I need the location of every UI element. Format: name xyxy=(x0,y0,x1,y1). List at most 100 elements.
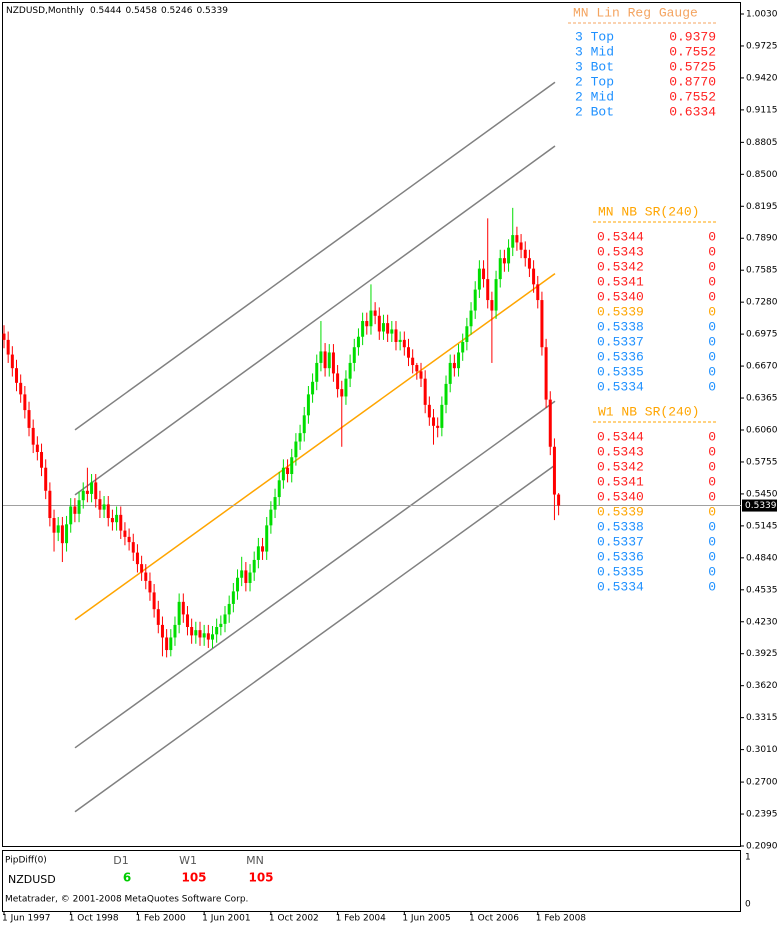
sr-price: 0.5343 xyxy=(597,444,644,459)
candle-body xyxy=(415,365,419,372)
candle-body xyxy=(31,427,35,445)
candle-body xyxy=(406,347,410,358)
candle-body xyxy=(348,362,352,379)
candle-body xyxy=(507,247,511,264)
candle-body xyxy=(331,352,335,374)
candle-body xyxy=(315,362,319,382)
last-open: 0.5444 xyxy=(90,6,122,16)
y-tick-label: 0.9115 xyxy=(746,105,777,115)
subwindow-axis-bottom: 0 xyxy=(745,900,751,910)
x-tick-label: 1 Oct 2006 xyxy=(469,914,519,924)
sr-count: 0 xyxy=(708,534,716,549)
candle-body xyxy=(206,633,210,640)
sr-price: 0.5342 xyxy=(597,259,644,274)
candle-body xyxy=(411,357,415,366)
candle-body xyxy=(131,542,135,553)
sr-count: 0 xyxy=(708,504,716,519)
candle-body xyxy=(423,378,427,405)
candle-body xyxy=(515,235,519,243)
candle-body xyxy=(473,289,477,311)
candle-body xyxy=(319,351,323,363)
candle-body xyxy=(44,467,48,491)
candle-body xyxy=(327,352,331,369)
candle-body xyxy=(494,279,498,311)
y-tick-label: 0.9420 xyxy=(746,73,777,83)
y-tick-label: 0.2395 xyxy=(746,810,777,820)
regression-line xyxy=(74,464,556,813)
candle-body xyxy=(140,564,144,573)
sr-count: 0 xyxy=(708,319,716,334)
candle-body xyxy=(290,457,294,475)
y-tick-label: 0.5755 xyxy=(746,457,777,467)
candle-body xyxy=(536,284,540,301)
candle-body xyxy=(90,482,94,494)
gauge-value: 0.5725 xyxy=(669,59,716,74)
candle-body xyxy=(273,497,277,510)
sr-price: 0.5336 xyxy=(597,549,644,564)
candle-body xyxy=(81,490,85,501)
candle-body xyxy=(294,441,298,458)
sr-price: 0.5341 xyxy=(597,274,644,289)
candle-body xyxy=(73,506,77,514)
candle-body xyxy=(523,249,527,259)
candle-body xyxy=(106,504,110,519)
sr-price: 0.5341 xyxy=(597,474,644,489)
candle-body xyxy=(223,614,227,624)
sr-price: 0.5334 xyxy=(597,579,644,594)
candle-body xyxy=(502,258,506,264)
sr-count: 0 xyxy=(708,244,716,259)
candle-body xyxy=(98,499,102,510)
candle-body xyxy=(102,504,106,510)
candle-body xyxy=(511,235,515,248)
sr-count: 0 xyxy=(708,229,716,244)
sr-count: 0 xyxy=(708,349,716,364)
candle-body xyxy=(352,347,356,363)
candle-body xyxy=(6,339,10,355)
candle-body xyxy=(298,433,302,442)
sr-count: 0 xyxy=(708,549,716,564)
sr-count: 0 xyxy=(708,304,716,319)
pipdiff-value: 105 xyxy=(248,871,273,885)
y-tick-label: 0.8500 xyxy=(746,170,777,180)
sr-count: 0 xyxy=(708,519,716,534)
candle-body xyxy=(35,444,39,453)
candle-body xyxy=(323,351,327,369)
candle-body xyxy=(302,415,306,434)
candle-body xyxy=(15,368,19,383)
candle-body xyxy=(419,371,423,379)
chart-header: NZDUSD,Monthly 0.5444 0.5458 0.5246 0.5339 xyxy=(6,6,228,16)
sr-price: 0.5337 xyxy=(597,534,644,549)
candle-body xyxy=(498,258,502,280)
sr-price: 0.5338 xyxy=(597,319,644,334)
last-high: 0.5458 xyxy=(125,6,157,16)
sr-title: MN NB SR(240) xyxy=(598,204,699,219)
bid-label-box xyxy=(742,499,777,512)
sr-count: 0 xyxy=(708,444,716,459)
candle-body xyxy=(402,339,406,348)
y-tick-label: 0.9725 xyxy=(746,41,777,51)
y-tick-label: 0.3925 xyxy=(746,649,777,659)
sr-count: 0 xyxy=(708,364,716,379)
candle-body xyxy=(85,490,89,494)
candle-body xyxy=(344,378,348,397)
candle-body xyxy=(69,506,73,525)
candle-body xyxy=(540,300,544,348)
sr-price: 0.5344 xyxy=(597,429,644,444)
y-tick-label: 0.4230 xyxy=(746,617,777,627)
regression-line xyxy=(74,81,556,431)
candle-body xyxy=(115,514,119,523)
x-tick-label: 1 Jun 2005 xyxy=(402,914,450,924)
y-tick-label: 0.2090 xyxy=(746,842,777,852)
candle-body xyxy=(486,279,490,301)
candle-body xyxy=(427,404,431,418)
sr-count: 0 xyxy=(708,459,716,474)
candle-body xyxy=(148,580,152,593)
candle-body xyxy=(56,525,60,533)
candle-body xyxy=(398,339,402,342)
candle-body xyxy=(2,333,6,340)
pipdiff-period: MN xyxy=(246,854,264,867)
x-tick-label: 1 Oct 1998 xyxy=(69,914,119,924)
candle-body xyxy=(219,623,223,627)
candle-body xyxy=(306,394,310,416)
